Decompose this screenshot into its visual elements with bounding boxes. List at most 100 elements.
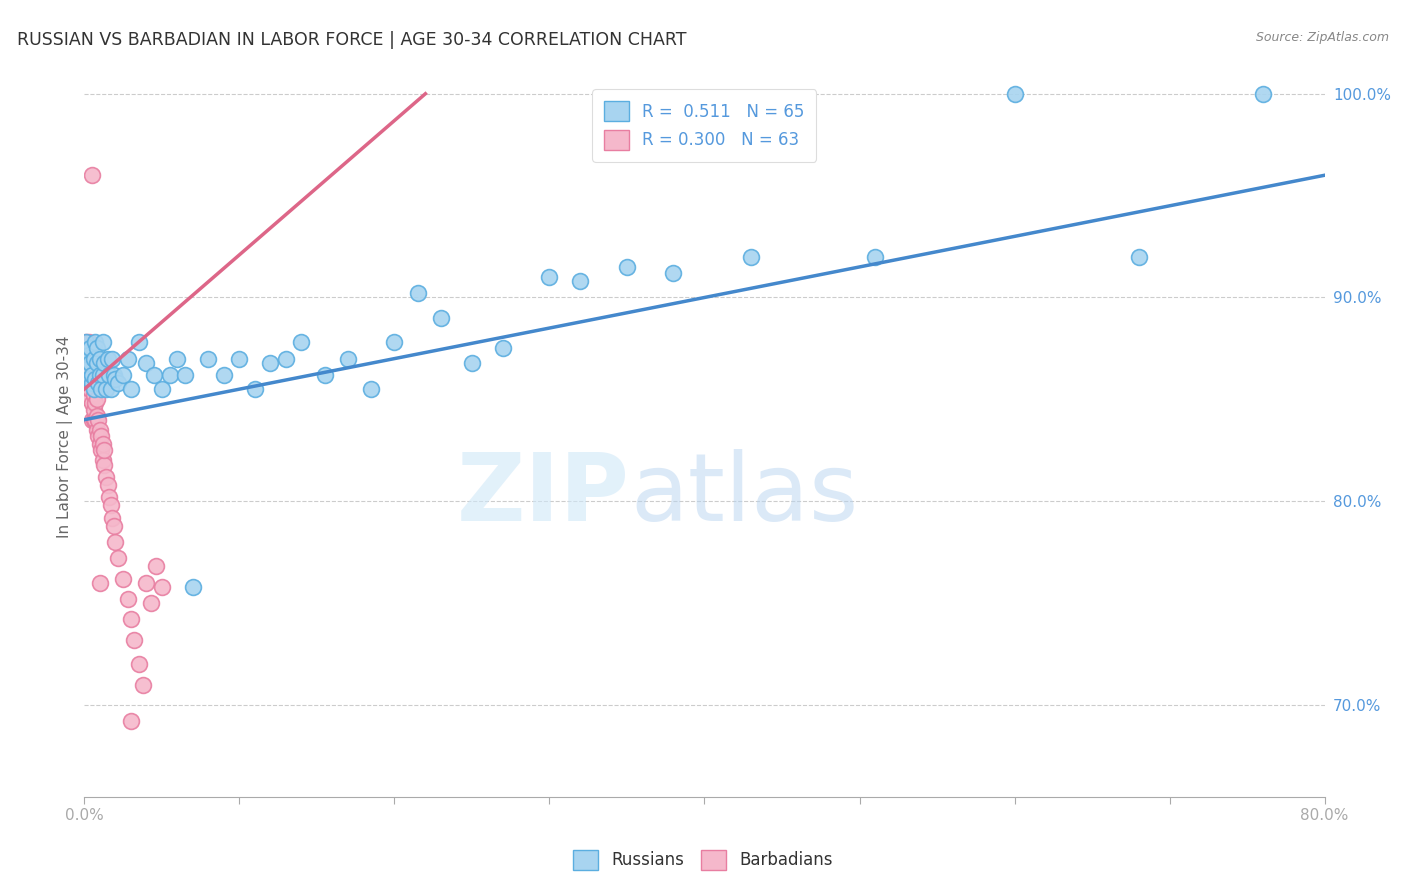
Point bbox=[75, 335, 97, 350]
Point bbox=[336, 351, 359, 366]
Point bbox=[79, 368, 101, 382]
Point bbox=[100, 382, 122, 396]
Point bbox=[384, 335, 406, 350]
Point bbox=[120, 612, 142, 626]
Point bbox=[120, 714, 142, 729]
Text: RUSSIAN VS BARBADIAN IN LABOR FORCE | AGE 30-34 CORRELATION CHART: RUSSIAN VS BARBADIAN IN LABOR FORCE | AG… bbox=[17, 31, 686, 49]
Point bbox=[91, 368, 114, 382]
Point bbox=[80, 168, 103, 182]
Point bbox=[77, 356, 100, 370]
Point bbox=[77, 372, 100, 386]
Point bbox=[89, 437, 111, 451]
Point bbox=[117, 351, 139, 366]
Point bbox=[143, 368, 166, 382]
Point bbox=[76, 351, 98, 366]
Point bbox=[139, 596, 162, 610]
Point bbox=[197, 351, 219, 366]
Text: atlas: atlas bbox=[630, 449, 858, 541]
Point bbox=[80, 368, 103, 382]
Point bbox=[135, 356, 157, 370]
Point bbox=[274, 351, 297, 366]
Point bbox=[86, 423, 108, 437]
Point bbox=[75, 372, 97, 386]
Point bbox=[174, 368, 197, 382]
Point bbox=[77, 342, 100, 356]
Point bbox=[79, 392, 101, 407]
Point bbox=[76, 361, 98, 376]
Point bbox=[662, 266, 685, 280]
Point bbox=[145, 559, 167, 574]
Legend: Russians, Barbadians: Russians, Barbadians bbox=[567, 843, 839, 877]
Point bbox=[83, 388, 105, 402]
Point bbox=[228, 351, 250, 366]
Point bbox=[79, 382, 101, 396]
Point bbox=[80, 376, 103, 390]
Text: ZIP: ZIP bbox=[457, 449, 630, 541]
Point bbox=[181, 580, 204, 594]
Point bbox=[83, 402, 105, 417]
Point bbox=[87, 429, 110, 443]
Point bbox=[740, 250, 762, 264]
Point bbox=[98, 490, 121, 504]
Point bbox=[89, 351, 111, 366]
Point bbox=[89, 423, 111, 437]
Point bbox=[406, 286, 429, 301]
Point bbox=[1004, 87, 1026, 101]
Point bbox=[616, 260, 638, 274]
Point bbox=[84, 396, 107, 410]
Point bbox=[75, 335, 97, 350]
Point bbox=[135, 575, 157, 590]
Point bbox=[79, 376, 101, 390]
Point bbox=[128, 657, 150, 672]
Point bbox=[94, 382, 117, 396]
Text: Source: ZipAtlas.com: Source: ZipAtlas.com bbox=[1256, 31, 1389, 45]
Point bbox=[84, 382, 107, 396]
Point bbox=[79, 342, 101, 356]
Point bbox=[1128, 250, 1150, 264]
Point bbox=[112, 572, 135, 586]
Point bbox=[83, 382, 105, 396]
Point bbox=[84, 335, 107, 350]
Point bbox=[96, 351, 118, 366]
Point bbox=[76, 376, 98, 390]
Point bbox=[132, 678, 155, 692]
Point bbox=[461, 356, 484, 370]
Point bbox=[77, 382, 100, 396]
Point bbox=[77, 347, 100, 361]
Point bbox=[103, 518, 125, 533]
Point bbox=[93, 356, 115, 370]
Point bbox=[79, 356, 101, 370]
Point bbox=[122, 632, 145, 647]
Point bbox=[87, 376, 110, 390]
Point bbox=[430, 310, 453, 325]
Point bbox=[86, 409, 108, 423]
Point bbox=[76, 368, 98, 382]
Point bbox=[83, 376, 105, 390]
Point bbox=[89, 368, 111, 382]
Point bbox=[94, 470, 117, 484]
Point bbox=[86, 356, 108, 370]
Point bbox=[80, 413, 103, 427]
Point bbox=[83, 413, 105, 427]
Point bbox=[863, 250, 886, 264]
Point bbox=[76, 351, 98, 366]
Point bbox=[128, 335, 150, 350]
Point bbox=[290, 335, 312, 350]
Point bbox=[101, 510, 124, 524]
Point bbox=[569, 274, 592, 288]
Point bbox=[212, 368, 235, 382]
Point bbox=[79, 356, 101, 370]
Point bbox=[79, 351, 101, 366]
Point bbox=[90, 429, 112, 443]
Point bbox=[100, 498, 122, 512]
Point bbox=[86, 392, 108, 407]
Point bbox=[83, 351, 105, 366]
Point bbox=[103, 368, 125, 382]
Point bbox=[75, 351, 97, 366]
Point bbox=[76, 361, 98, 376]
Point bbox=[104, 372, 127, 386]
Point bbox=[89, 575, 111, 590]
Point bbox=[80, 376, 103, 390]
Point bbox=[117, 592, 139, 607]
Point bbox=[150, 580, 173, 594]
